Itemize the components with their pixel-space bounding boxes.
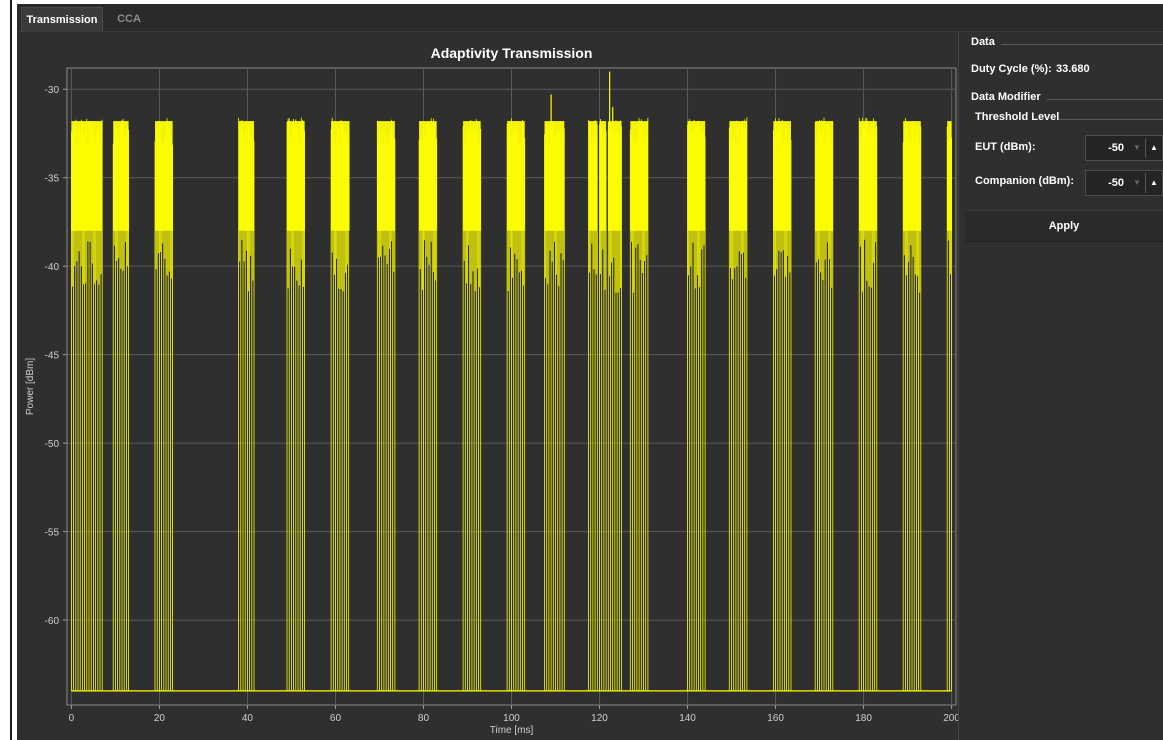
signal-burst — [902, 118, 922, 691]
eut-label: EUT (dBm): — [975, 141, 1036, 153]
signal-burst — [112, 118, 129, 691]
signal-burst — [544, 121, 565, 691]
y-tick-label: -30 — [45, 85, 60, 96]
eut-value-input[interactable] — [1086, 136, 1124, 160]
arrow-down-icon[interactable]: ▼ — [1133, 143, 1141, 152]
signal-burst — [238, 117, 255, 691]
data-section-title: Data — [971, 36, 995, 48]
y-tick-label: -45 — [45, 351, 60, 362]
eut-spinbox[interactable]: ▼ ▲ — [1085, 135, 1163, 161]
window-left-edge — [0, 0, 14, 740]
x-tick-label: 0 — [69, 713, 75, 724]
signal-burst — [286, 117, 305, 691]
x-tick-label: 140 — [679, 713, 696, 724]
y-tick-label: -40 — [45, 262, 60, 273]
signal-burst — [71, 119, 103, 691]
companion-value-input[interactable] — [1086, 171, 1124, 195]
signal-burst — [946, 123, 952, 691]
tab-bar: Transmission CCA — [17, 4, 1163, 32]
x-tick-label: 200 — [943, 713, 959, 724]
x-tick-label: 120 — [591, 713, 608, 724]
adaptivity-chart: 0 20 40 60 80 100 120 140 160 180 200 -30 -35 -40 -45 -… — [25, 45, 959, 736]
y-tick-label: -55 — [45, 528, 60, 539]
signal-burst — [687, 119, 706, 691]
signal-burst — [629, 117, 649, 691]
x-axis-label: Time [ms] — [490, 725, 534, 736]
signal-burst — [588, 120, 598, 691]
duty-cycle-value: 33.680 — [1056, 63, 1090, 75]
y-tick-label: -35 — [45, 174, 60, 185]
signal-burst — [376, 119, 396, 691]
signal-burst — [154, 118, 173, 691]
x-tick-label: 60 — [330, 713, 342, 724]
arrow-down-icon[interactable]: ▼ — [1133, 178, 1141, 187]
x-tick-label: 160 — [767, 713, 784, 724]
signal-burst — [814, 117, 834, 691]
signal-burst — [462, 119, 482, 691]
companion-spinbox[interactable]: ▼ ▲ — [1085, 170, 1163, 196]
x-tick-label: 180 — [855, 713, 872, 724]
tab-transmission[interactable]: Transmission — [21, 7, 103, 32]
chart-panel: 0 20 40 60 80 100 120 140 160 180 200 -30 -35 -40 -45 -… — [17, 32, 959, 740]
duty-cycle-label: Duty Cycle (%): — [971, 63, 1052, 75]
y-axis-label: Power [dBm] — [25, 358, 36, 415]
signal-burst — [599, 119, 607, 691]
tab-cca[interactable]: CCA — [117, 13, 141, 25]
data-modifier-title: Data Modifier — [971, 91, 1041, 103]
x-tick-label: 80 — [418, 713, 430, 724]
y-tick-label: -60 — [45, 616, 60, 627]
data-section-divider — [1001, 44, 1163, 45]
signal-burst — [773, 118, 792, 691]
signal-burst — [607, 120, 622, 691]
signal-burst — [418, 118, 438, 691]
apply-button[interactable]: Apply — [965, 210, 1163, 242]
signal-burst — [506, 118, 526, 691]
side-panel: Data Duty Cycle (%): 33.680 Data Modifie… — [959, 32, 1163, 740]
signal-burst — [728, 117, 748, 691]
x-tick-label: 20 — [154, 713, 166, 724]
chart-title: Adaptivity Transmission — [431, 45, 593, 61]
signal-burst — [330, 117, 350, 691]
panel-divider — [958, 32, 959, 740]
x-tick-label: 100 — [503, 713, 520, 724]
arrow-up-icon[interactable]: ▲ — [1145, 173, 1162, 193]
arrow-up-icon[interactable]: ▲ — [1145, 138, 1162, 158]
application-window: Transmission CCA 0 20 40 60 80 100 120 140 160 18… — [17, 4, 1163, 740]
data-modifier-divider — [1047, 99, 1163, 100]
x-tick-label: 40 — [242, 713, 254, 724]
companion-label: Companion (dBm): — [975, 175, 1074, 187]
threshold-divider — [1059, 119, 1163, 120]
threshold-level-title: Threshold Level — [975, 111, 1060, 123]
y-tick-label: -50 — [45, 439, 60, 450]
signal-burst — [858, 117, 878, 691]
